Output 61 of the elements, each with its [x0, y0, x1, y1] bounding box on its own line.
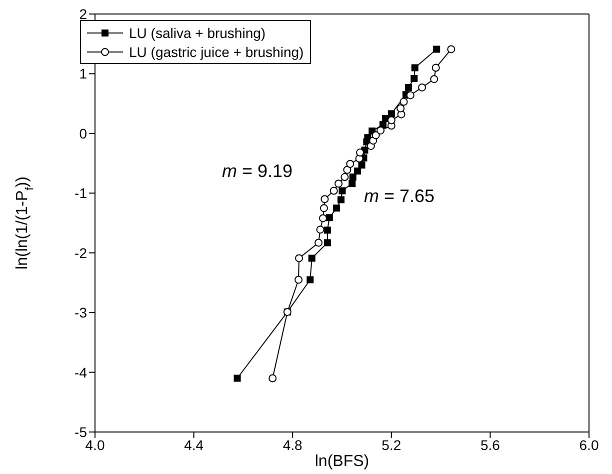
point [358, 162, 366, 169]
point [354, 168, 362, 175]
point [306, 276, 314, 284]
point [356, 148, 364, 157]
point [376, 126, 385, 134]
point [447, 45, 456, 54]
point [396, 104, 405, 112]
point [387, 116, 396, 124]
point [404, 84, 412, 91]
point [406, 91, 414, 100]
point [432, 64, 440, 72]
point [268, 374, 277, 382]
legend-label: LU (saliva + brushing) [129, 24, 266, 40]
y-tick-label: -1 [74, 185, 88, 202]
annotation: m = 7.65 [364, 186, 435, 207]
point [314, 238, 323, 247]
point [295, 254, 304, 262]
y-tick-label: 2 [79, 6, 88, 22]
point [343, 166, 352, 174]
x-tick-label: 5.6 [480, 436, 500, 453]
y-tick-label: 1 [79, 66, 88, 82]
y-tick-label: 0 [79, 125, 88, 142]
point [333, 204, 340, 212]
point [349, 174, 356, 181]
point [411, 64, 418, 72]
point [410, 74, 418, 82]
x-tick-label: 4.4 [184, 436, 204, 453]
x-axis-title: ln(BFS) [314, 453, 370, 470]
point [318, 214, 327, 222]
point [346, 160, 354, 168]
point [334, 180, 343, 188]
y-tick-label: -4 [74, 364, 88, 380]
point [324, 226, 331, 234]
point [320, 195, 329, 204]
legend-label: LU (gastric juice + brushing) [129, 44, 304, 60]
point [234, 374, 241, 382]
x-tick-label: 4.0 [85, 436, 105, 453]
x-tick-label: 4.8 [282, 436, 303, 453]
point [326, 214, 333, 222]
point [294, 276, 303, 284]
point [316, 226, 324, 234]
point [330, 186, 338, 195]
point [430, 75, 438, 84]
point [338, 187, 346, 194]
point [348, 180, 356, 188]
point [340, 173, 349, 182]
y-tick-label: -3 [74, 304, 88, 321]
x-tick-label: 6.0 [579, 436, 599, 453]
y-tick-label: -5 [74, 424, 88, 440]
point [324, 239, 331, 246]
x-tick-label: 5.2 [382, 436, 402, 453]
point [418, 83, 426, 92]
annotation: m = 9.19 [222, 161, 293, 182]
point [308, 254, 316, 262]
point [320, 204, 328, 212]
point [338, 196, 345, 204]
point [388, 110, 395, 118]
point [433, 46, 440, 53]
y-tick-label: -2 [74, 244, 88, 261]
point [372, 131, 380, 140]
point [400, 98, 408, 106]
